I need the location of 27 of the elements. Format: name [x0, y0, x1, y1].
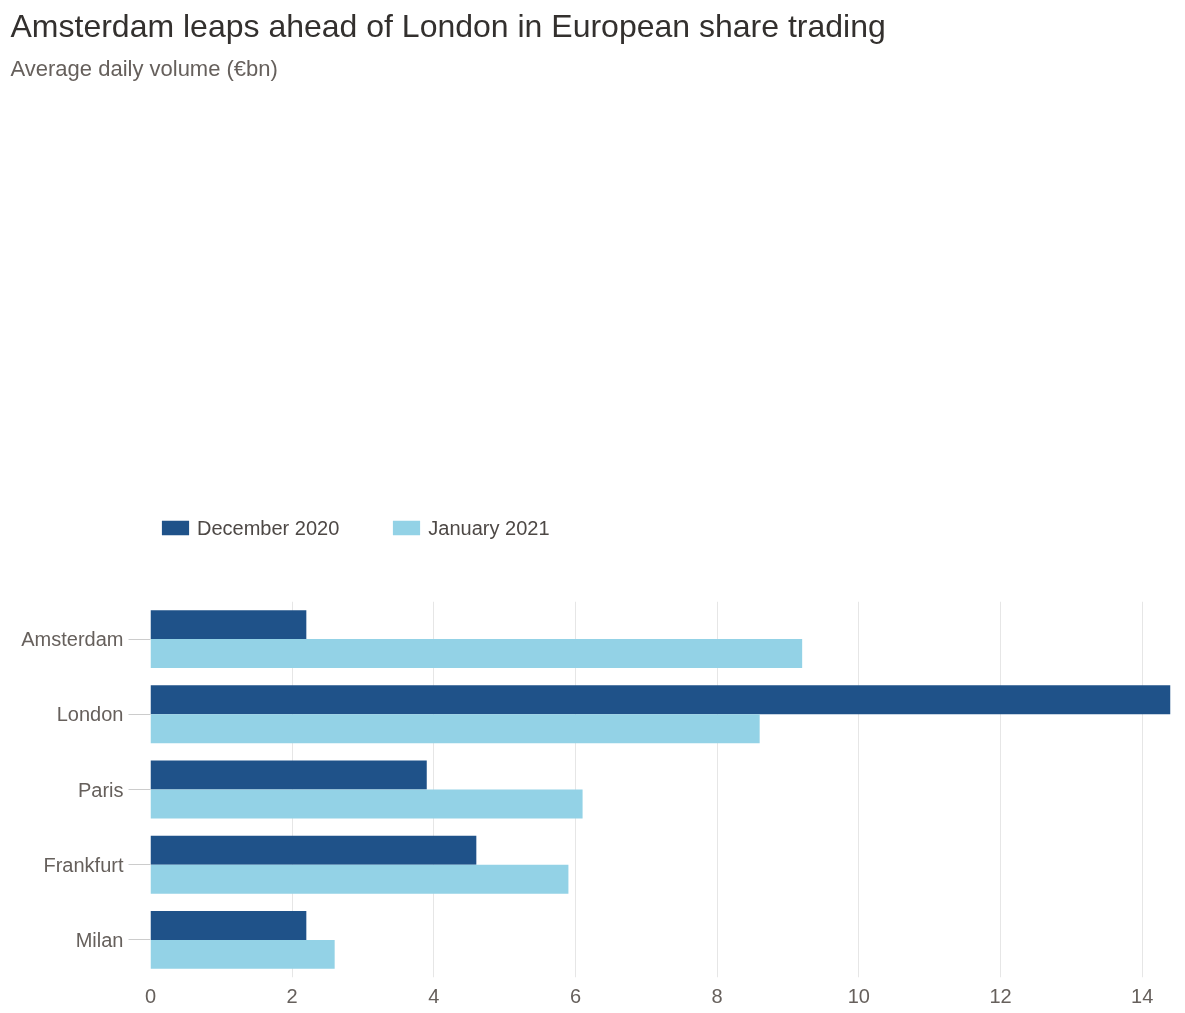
chart-title: Amsterdam leaps ahead of London in European share trading: [10, 7, 886, 44]
bar: [150, 685, 1171, 715]
y-tick-label: Frankfurt: [43, 853, 124, 876]
bar: [150, 789, 583, 819]
x-tick-label: 8: [711, 984, 723, 1007]
x-tick-label: 6: [569, 984, 582, 1007]
y-tick-label: London: [56, 703, 124, 726]
x-tick-label: 2: [286, 984, 298, 1007]
bar: [150, 864, 569, 894]
bar: [150, 639, 803, 669]
chart-subtitle: Average daily volume (€bn): [10, 55, 278, 81]
x-tick-label: 10: [847, 984, 870, 1007]
x-tick-label: 14: [1131, 984, 1154, 1007]
bar: [150, 760, 427, 790]
bar: [150, 610, 307, 640]
x-tick-label: 12: [989, 984, 1012, 1007]
x-tick-label: 0: [144, 984, 157, 1007]
bar: [150, 910, 307, 940]
legend-label: December 2020: [197, 516, 340, 540]
bar: [150, 714, 760, 744]
bar: [150, 835, 477, 865]
y-tick-label: Amsterdam: [21, 628, 124, 651]
y-tick-label: Paris: [77, 778, 124, 801]
x-tick-label: 4: [428, 984, 440, 1007]
legend-label: January 2021: [428, 516, 550, 540]
bar: [150, 939, 335, 969]
y-tick-label: Milan: [75, 928, 124, 951]
